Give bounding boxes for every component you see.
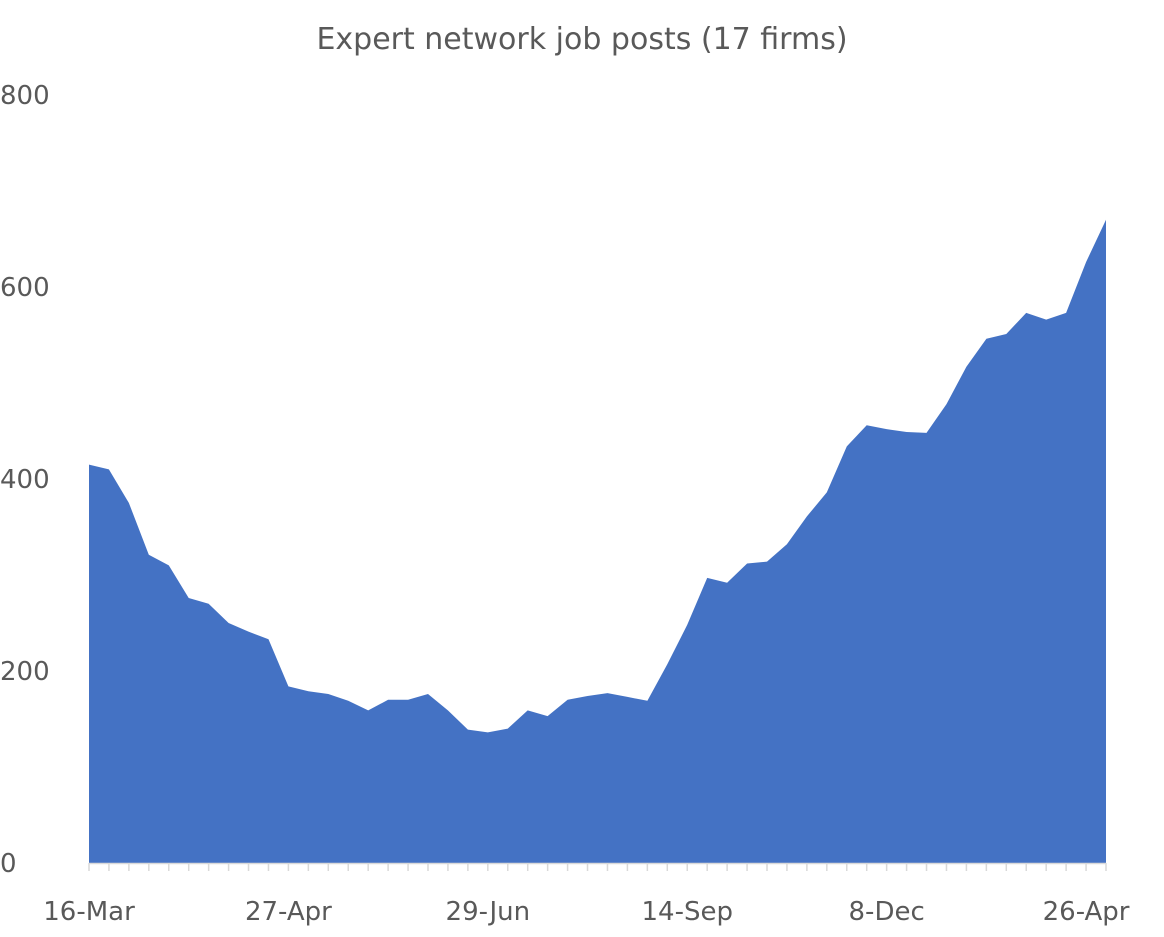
- chart-title: Expert network job posts (17 firms): [316, 22, 847, 57]
- y-tick-label: 0: [0, 849, 17, 879]
- area-series: [89, 219, 1106, 864]
- x-tick-label: 26-Apr: [1043, 897, 1130, 927]
- y-tick-label: 400: [0, 465, 50, 495]
- x-tick-label: 8-Dec: [849, 897, 925, 927]
- x-tick-label: 27-Apr: [245, 897, 332, 927]
- plot-area: [89, 219, 1106, 864]
- x-tick-label: 16-Mar: [43, 897, 135, 927]
- y-axis: 0 200 400 600 800: [0, 81, 50, 879]
- y-tick-label: 200: [0, 657, 50, 687]
- x-tick-label: 29-Jun: [446, 897, 531, 927]
- y-tick-label: 600: [0, 273, 50, 303]
- x-axis: 16-Mar 27-Apr 29-Jun 14-Sep 8-Dec 26-Apr: [43, 862, 1130, 927]
- y-tick-label: 800: [0, 81, 50, 111]
- x-tick-label: 14-Sep: [641, 897, 732, 927]
